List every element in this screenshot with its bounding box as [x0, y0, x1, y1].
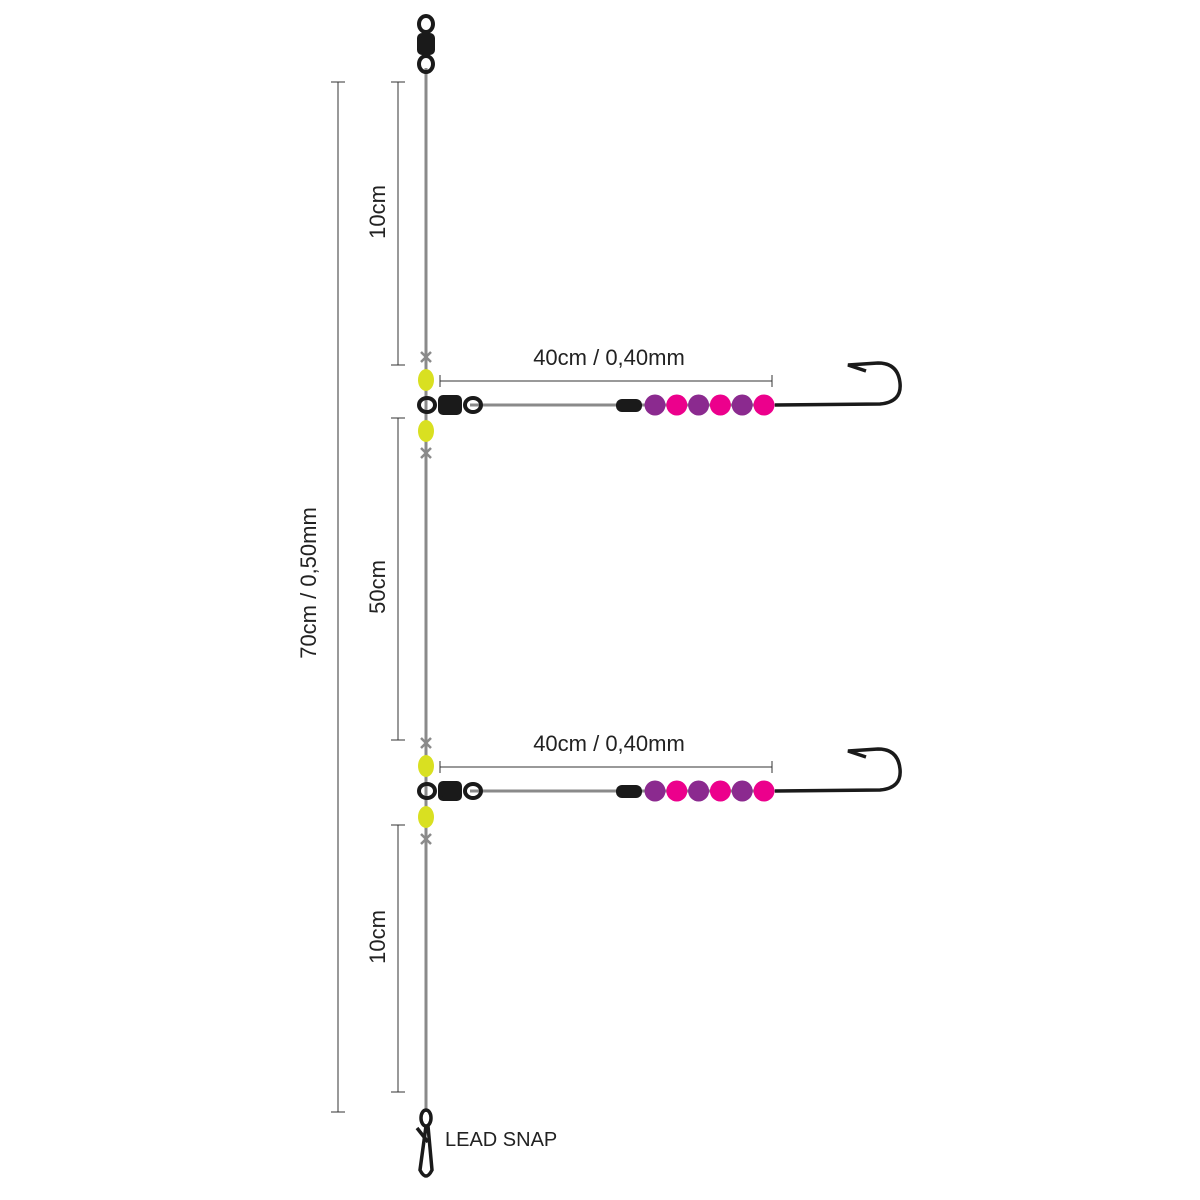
stop-knot-icon — [420, 447, 432, 459]
bead-icon — [709, 780, 731, 802]
total-length-label: 70cm / 0,50mm — [296, 507, 321, 659]
bead-icon — [688, 394, 710, 416]
stop-knot-icon — [420, 833, 432, 845]
float-bead-icon — [418, 369, 434, 391]
bead-icon — [644, 780, 666, 802]
swivel-icon — [417, 395, 483, 415]
bead-icon — [709, 394, 731, 416]
bead-icon — [731, 780, 753, 802]
crimp-stop-icon — [616, 399, 642, 412]
bead-icon — [666, 394, 688, 416]
stop-knot-icon — [420, 737, 432, 749]
bottom-segment-label: 10cm — [365, 910, 390, 964]
top-swivel-icon — [417, 14, 435, 74]
bead-icon — [753, 394, 775, 416]
lead-snap-icon — [415, 1108, 434, 1178]
float-bead-icon — [418, 755, 434, 777]
bead-icon — [753, 780, 775, 802]
top-segment-label: 10cm — [365, 185, 390, 239]
crimp-stop-icon — [616, 785, 642, 798]
branch-length-dimension — [439, 761, 773, 773]
bead-icon — [666, 780, 688, 802]
total-length-dimension — [331, 81, 345, 1113]
branch-length-label: 40cm / 0,40mm — [533, 731, 685, 756]
bead-icon — [731, 394, 753, 416]
swivel-icon — [417, 781, 483, 801]
dropper-branch: 40cm / 0,40mm — [417, 731, 902, 845]
bead-icon — [688, 780, 710, 802]
dropper-branch: 40cm / 0,40mm — [417, 345, 902, 459]
hook-icon — [774, 361, 902, 407]
hook-icon — [774, 747, 902, 793]
stop-knot-icon — [420, 351, 432, 363]
float-bead-icon — [418, 420, 434, 442]
bead-icon — [644, 394, 666, 416]
float-bead-icon — [418, 806, 434, 828]
lead-snap-label: LEAD SNAP — [445, 1129, 557, 1151]
branch-length-dimension — [439, 375, 773, 387]
branch-length-label: 40cm / 0,40mm — [533, 345, 685, 370]
segment-dimensions — [391, 81, 405, 1093]
middle-segment-label: 50cm — [365, 560, 390, 614]
